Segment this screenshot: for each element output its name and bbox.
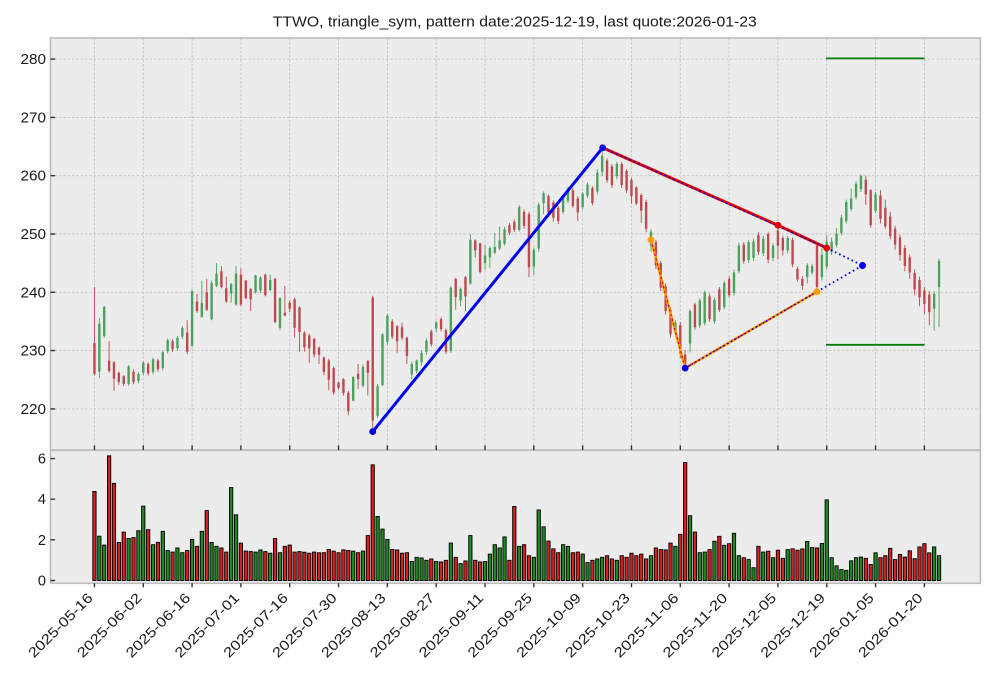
svg-text:2: 2	[38, 533, 46, 549]
svg-text:4: 4	[38, 492, 46, 508]
svg-text:270: 270	[21, 110, 47, 126]
svg-text:250: 250	[21, 227, 47, 243]
svg-text:0: 0	[38, 574, 46, 590]
svg-text:280: 280	[21, 52, 47, 68]
svg-text:230: 230	[21, 344, 47, 360]
svg-text:TTWO, triangle_sym, pattern da: TTWO, triangle_sym, pattern date:2025-12…	[273, 14, 757, 31]
svg-text:6: 6	[38, 452, 46, 468]
svg-text:240: 240	[21, 285, 47, 301]
svg-text:260: 260	[21, 169, 47, 185]
svg-text:220: 220	[21, 402, 47, 418]
